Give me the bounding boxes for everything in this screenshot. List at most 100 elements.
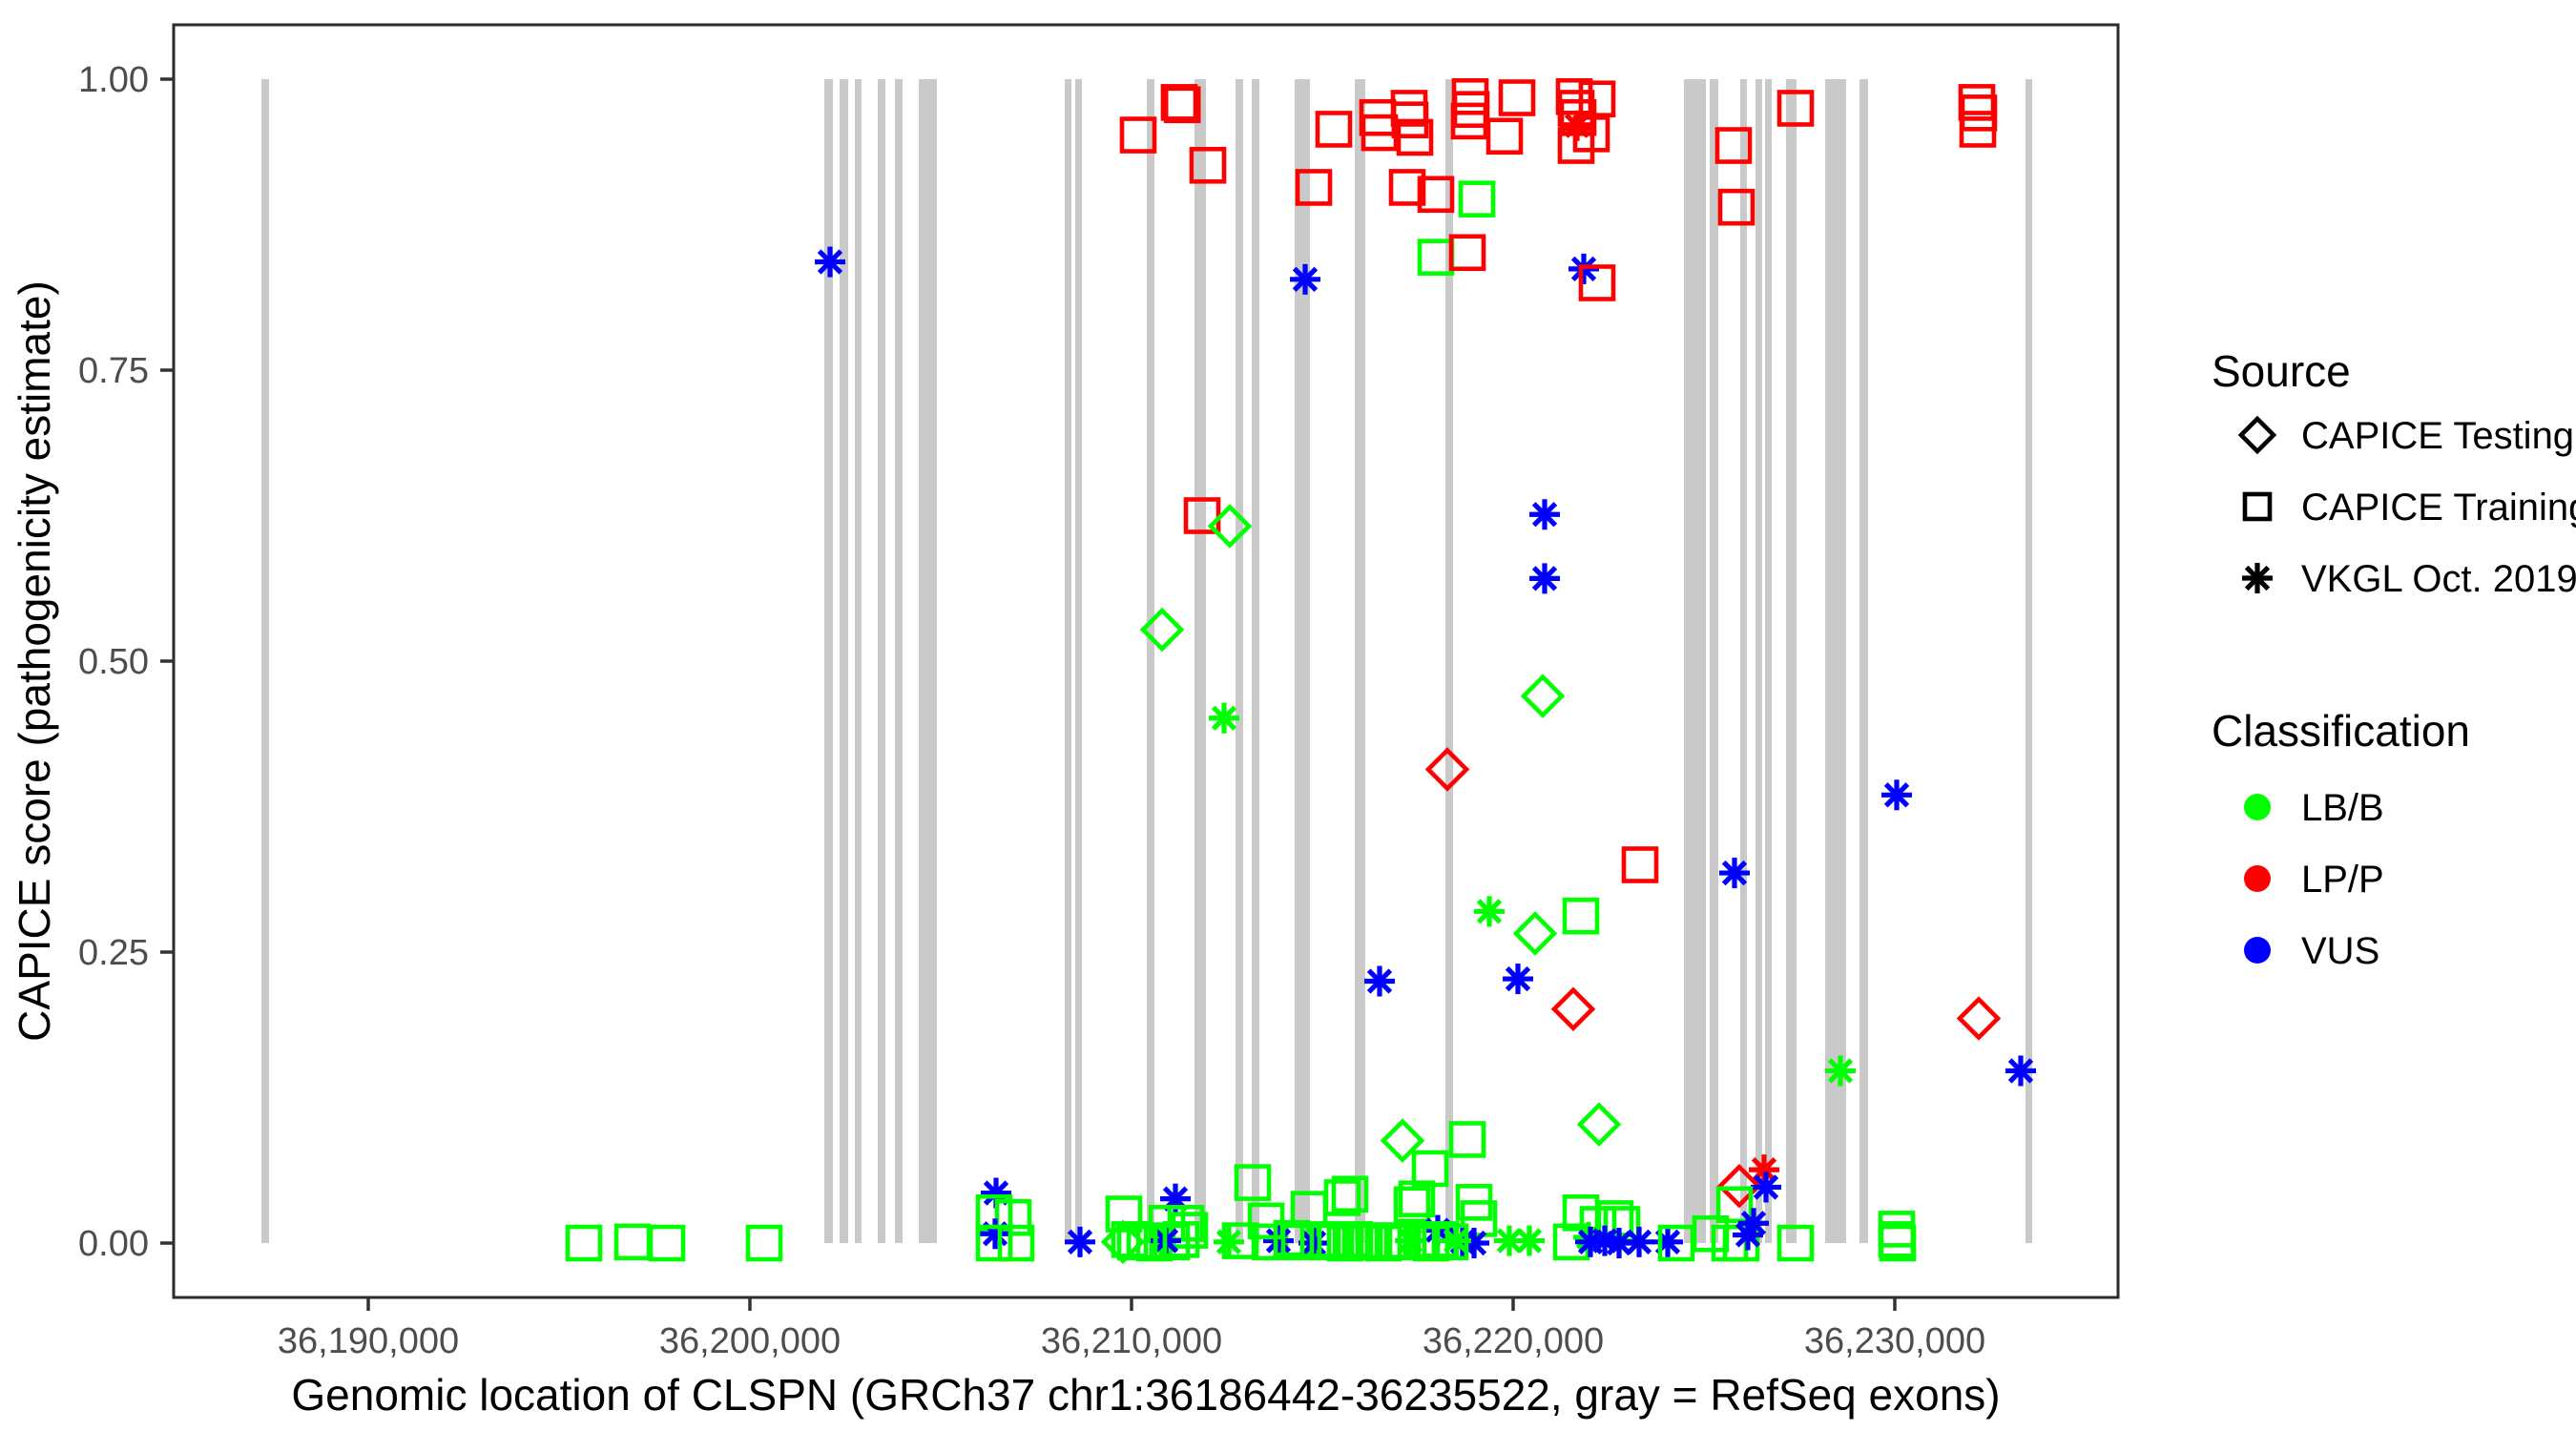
data-point-asterisk xyxy=(980,1218,1010,1250)
asterisk-arm xyxy=(1883,782,1910,808)
data-point-diamond xyxy=(1380,1118,1425,1163)
refseq-exon-bar xyxy=(878,78,885,1244)
asterisk-arm xyxy=(1753,1174,1779,1200)
data-point-asterisk xyxy=(1209,702,1239,734)
data-point-square xyxy=(1485,117,1524,156)
data-point-square xyxy=(1450,102,1488,140)
asterisk-arm xyxy=(1606,1230,1632,1256)
data-point-square xyxy=(1411,1150,1449,1188)
y-axis-title: CAPICE score (pathogenicity estimate) xyxy=(10,280,59,1042)
data-point-square xyxy=(648,1224,686,1262)
refseq-exon-bar xyxy=(261,78,269,1244)
refseq-exon-bar xyxy=(1355,78,1365,1244)
data-point-square xyxy=(745,1224,783,1262)
data-point-square xyxy=(1402,1222,1441,1259)
refseq-exon-bar xyxy=(1859,78,1868,1244)
asterisk-arm xyxy=(1735,1222,1761,1248)
refseq-exon-bar xyxy=(855,78,862,1244)
data-point-asterisk xyxy=(2005,1055,2036,1087)
refseq-exon-bar xyxy=(824,78,833,1244)
legend-color-dot xyxy=(2244,865,2271,892)
refseq-exon-bar xyxy=(1825,78,1846,1244)
data-point-asterisk xyxy=(1160,1183,1191,1214)
data-point-square xyxy=(1315,111,1353,148)
data-point-asterisk xyxy=(2242,563,2273,593)
asterisk-arm xyxy=(1531,566,1558,591)
data-point-asterisk xyxy=(1652,1226,1683,1257)
data-point-asterisk xyxy=(1529,563,1560,594)
x-tick-label: 36,210,000 xyxy=(1041,1321,1222,1361)
refseq-exon-bar xyxy=(1252,78,1259,1244)
data-point-asterisk xyxy=(1290,263,1320,295)
y-tick-label: 0.25 xyxy=(78,933,149,973)
data-point-asterisk xyxy=(1733,1219,1763,1251)
legend-color-dot xyxy=(2244,794,2271,820)
legend-item-capice-training: CAPICE Training xyxy=(2301,487,2576,529)
data-point-square xyxy=(1417,176,1455,214)
legend-color-dot xyxy=(2244,937,2271,964)
data-point-diamond xyxy=(1100,1219,1146,1265)
data-point-square xyxy=(1234,1164,1272,1201)
data-point-asterisk xyxy=(1719,858,1750,889)
data-point-asterisk xyxy=(1751,1172,1781,1203)
data-point-square xyxy=(1451,77,1489,115)
data-point-square xyxy=(565,1224,603,1262)
data-point-square xyxy=(1776,1224,1815,1262)
refseq-exon-bar xyxy=(1710,78,1718,1244)
data-point-square xyxy=(1498,79,1536,116)
x-axis-title: Genomic location of CLSPN (GRCh37 chr1:3… xyxy=(291,1370,2000,1420)
asterisk-arm xyxy=(1265,1228,1292,1254)
x-tick-label: 36,190,000 xyxy=(278,1321,459,1361)
data-point-asterisk xyxy=(1364,965,1395,997)
y-axis: 0.00 0.25 0.50 0.75 1.00 xyxy=(78,60,174,1264)
data-point-square xyxy=(1317,1222,1355,1259)
legend-classification-keys xyxy=(2244,794,2271,964)
data-point-square xyxy=(994,1198,1032,1236)
legend-item-lbb: LB/B xyxy=(2301,787,2384,829)
asterisk-arm xyxy=(1505,965,1531,992)
asterisk-arm xyxy=(1740,1211,1767,1236)
legend-source-title: Source xyxy=(2212,346,2351,396)
refseq-exon-bar xyxy=(1765,78,1772,1244)
asterisk-arm xyxy=(1292,266,1319,292)
refseq-exon-bar xyxy=(1236,78,1243,1244)
asterisk-arm xyxy=(1443,1228,1469,1254)
data-point-square xyxy=(1621,846,1659,883)
data-point-asterisk xyxy=(1065,1226,1095,1257)
legend-classification: Classification LB/B LP/P VUS xyxy=(2212,706,2470,972)
refseq-exon-bar xyxy=(1786,78,1797,1244)
data-point-square xyxy=(1105,1195,1143,1233)
data-point-diamond xyxy=(1716,1163,1762,1209)
data-point-diamond xyxy=(1139,607,1185,653)
data-point-asterisk xyxy=(1825,1055,1856,1087)
data-point-square xyxy=(975,1224,1013,1262)
asterisk-arm xyxy=(1476,899,1503,924)
data-point-asterisk xyxy=(815,246,845,278)
data-point-diamond xyxy=(1207,504,1253,549)
asterisk-arm xyxy=(1626,1229,1652,1255)
asterisk-arm xyxy=(1516,1228,1543,1254)
x-tick-label: 36,220,000 xyxy=(1423,1321,1604,1361)
data-point-asterisk xyxy=(1624,1226,1654,1257)
refseq-exon-bars-layer xyxy=(261,78,2032,1244)
data-point-square xyxy=(1557,127,1595,164)
asterisk-arm xyxy=(1067,1229,1093,1255)
data-point-square xyxy=(1448,1121,1486,1158)
data-point-square xyxy=(1153,1223,1191,1261)
data-point-square xyxy=(1717,188,1755,226)
data-point-square xyxy=(613,1223,652,1261)
data-point-asterisk xyxy=(1214,1226,1244,1257)
data-point-square xyxy=(1578,264,1616,301)
data-point-square xyxy=(1776,90,1815,127)
data-point-asterisk xyxy=(1881,779,1912,811)
x-tick-label: 36,230,000 xyxy=(1804,1321,1985,1361)
data-point-square xyxy=(1160,84,1198,121)
refseq-exon-bar xyxy=(1195,78,1206,1244)
refseq-exon-bar xyxy=(1147,78,1154,1244)
y-tick-label: 0.50 xyxy=(78,642,149,682)
data-point-square xyxy=(1396,118,1434,156)
data-point-square xyxy=(1458,180,1496,218)
refseq-exon-bar xyxy=(895,78,903,1244)
